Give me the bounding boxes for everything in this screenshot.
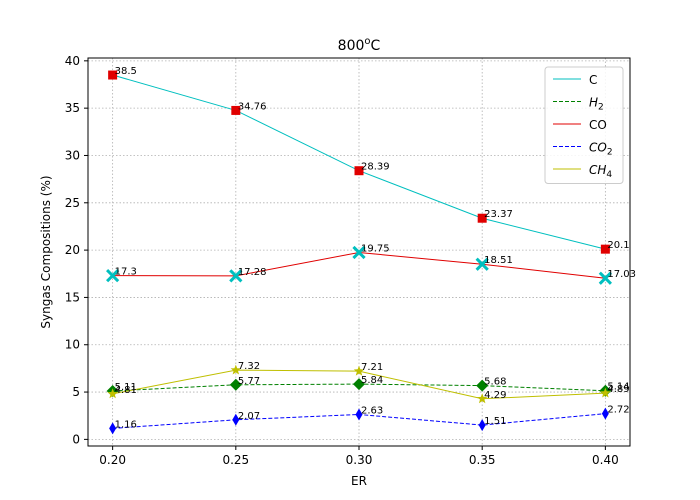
data-point bbox=[475, 257, 489, 271]
legend-label: CO2 bbox=[589, 141, 613, 158]
data-point bbox=[108, 70, 118, 80]
data-point bbox=[600, 244, 610, 254]
legend-label: CO bbox=[589, 118, 607, 132]
legend-label-main: CO bbox=[589, 118, 607, 132]
chart-title-suffix: C bbox=[371, 38, 381, 54]
data-point bbox=[478, 419, 486, 432]
data-point bbox=[106, 269, 120, 283]
data-label: 5.68 bbox=[484, 377, 506, 388]
chart-title-main: 800 bbox=[338, 38, 365, 54]
data-label: 4.89 bbox=[607, 384, 629, 395]
data-point bbox=[107, 388, 118, 399]
series-2 bbox=[106, 245, 612, 285]
legend-item: CH4 bbox=[553, 163, 612, 180]
x-axis-label: ER bbox=[351, 474, 367, 488]
legend-item: H2 bbox=[553, 96, 604, 113]
series-0 bbox=[108, 70, 610, 254]
data-point bbox=[476, 393, 488, 404]
y-tick-label: 30 bbox=[65, 148, 80, 162]
data-point bbox=[601, 407, 609, 420]
data-label: 4.29 bbox=[484, 390, 506, 401]
chart-title-superscript: o bbox=[364, 36, 370, 47]
data-point bbox=[231, 105, 241, 115]
data-label: 23.37 bbox=[484, 209, 513, 220]
data-label: 5.84 bbox=[361, 375, 383, 386]
data-label: 20.1 bbox=[607, 240, 629, 251]
data-point bbox=[353, 378, 365, 391]
data-point bbox=[352, 245, 366, 260]
data-point bbox=[229, 269, 243, 283]
data-label: 1.51 bbox=[484, 416, 506, 427]
x-tick-label: 0.35 bbox=[469, 453, 496, 467]
data-label: 4.81 bbox=[115, 385, 137, 396]
y-tick-label: 20 bbox=[65, 243, 80, 257]
legend-item: CO2 bbox=[553, 141, 613, 158]
data-label: 2.72 bbox=[607, 405, 629, 416]
legend-label: C bbox=[589, 73, 597, 87]
y-axis-label: Syngas Compositions (%) bbox=[39, 175, 53, 328]
x-tick-label: 0.30 bbox=[346, 453, 373, 467]
legend-label-subscript: 2 bbox=[607, 148, 613, 158]
data-label: 17.03 bbox=[607, 269, 636, 280]
data-label: 19.75 bbox=[361, 243, 390, 254]
data-label: 5.11 bbox=[115, 382, 137, 393]
chart-title: 800oC bbox=[338, 36, 381, 54]
data-label: 2.07 bbox=[238, 411, 260, 422]
y-tick-label: 40 bbox=[65, 54, 80, 68]
axis-ticks: 0.20 0.25 0.30 0.35 0.40 0 5 10 15 20 25 30 35 40 bbox=[65, 54, 619, 467]
y-tick-label: 15 bbox=[65, 290, 80, 304]
series-3 bbox=[109, 407, 609, 435]
legend-label-subscript: 2 bbox=[598, 103, 604, 113]
data-point bbox=[476, 379, 489, 392]
x-tick-label: 0.40 bbox=[592, 453, 619, 467]
legend-label-main: CO bbox=[589, 141, 607, 155]
series-4 bbox=[107, 364, 611, 404]
data-point bbox=[600, 387, 611, 398]
y-tick-label: 0 bbox=[72, 432, 80, 446]
data-point bbox=[598, 271, 612, 285]
y-tick-label: 5 bbox=[72, 385, 80, 399]
data-point bbox=[355, 408, 363, 421]
data-labels: 38.5 34.76 28.39 23.37 20.1 5.11 5.77 5.84 5.68 5… bbox=[115, 66, 636, 430]
data-label: 34.76 bbox=[238, 101, 267, 112]
legend-label-main: CH bbox=[589, 163, 606, 177]
y-tick-label: 10 bbox=[65, 338, 80, 352]
y-tick-label: 25 bbox=[65, 196, 80, 210]
series-layer bbox=[106, 70, 612, 435]
data-label: 1.16 bbox=[115, 419, 137, 430]
data-label: 38.5 bbox=[115, 66, 137, 77]
legend-item: C bbox=[553, 73, 597, 87]
data-point bbox=[230, 364, 242, 375]
legend-label-main: H bbox=[589, 96, 598, 110]
data-label: 2.63 bbox=[361, 405, 383, 416]
data-point bbox=[232, 413, 240, 426]
legend-label-main: C bbox=[589, 73, 597, 87]
data-point bbox=[229, 378, 242, 391]
data-label: 28.39 bbox=[361, 162, 390, 173]
x-tick-label: 0.25 bbox=[222, 453, 249, 467]
legend-label: CH4 bbox=[589, 163, 612, 180]
data-label: 7.21 bbox=[361, 362, 383, 373]
data-label: 7.32 bbox=[238, 361, 260, 372]
data-point bbox=[109, 422, 117, 435]
data-label: 5.14 bbox=[607, 382, 629, 393]
x-tick-label: 0.20 bbox=[99, 453, 126, 467]
data-point bbox=[477, 213, 487, 223]
legend-item: CO bbox=[553, 118, 607, 132]
data-label: 18.51 bbox=[484, 255, 513, 266]
legend-label-subscript: 4 bbox=[606, 170, 612, 180]
legend-label: H2 bbox=[589, 96, 604, 113]
data-point bbox=[353, 365, 365, 376]
data-point bbox=[354, 166, 364, 176]
legend-box bbox=[544, 66, 624, 184]
y-tick-label: 35 bbox=[65, 101, 80, 115]
data-label: 17.3 bbox=[115, 267, 137, 278]
data-label: 17.28 bbox=[238, 267, 267, 278]
data-label: 5.77 bbox=[238, 376, 260, 387]
